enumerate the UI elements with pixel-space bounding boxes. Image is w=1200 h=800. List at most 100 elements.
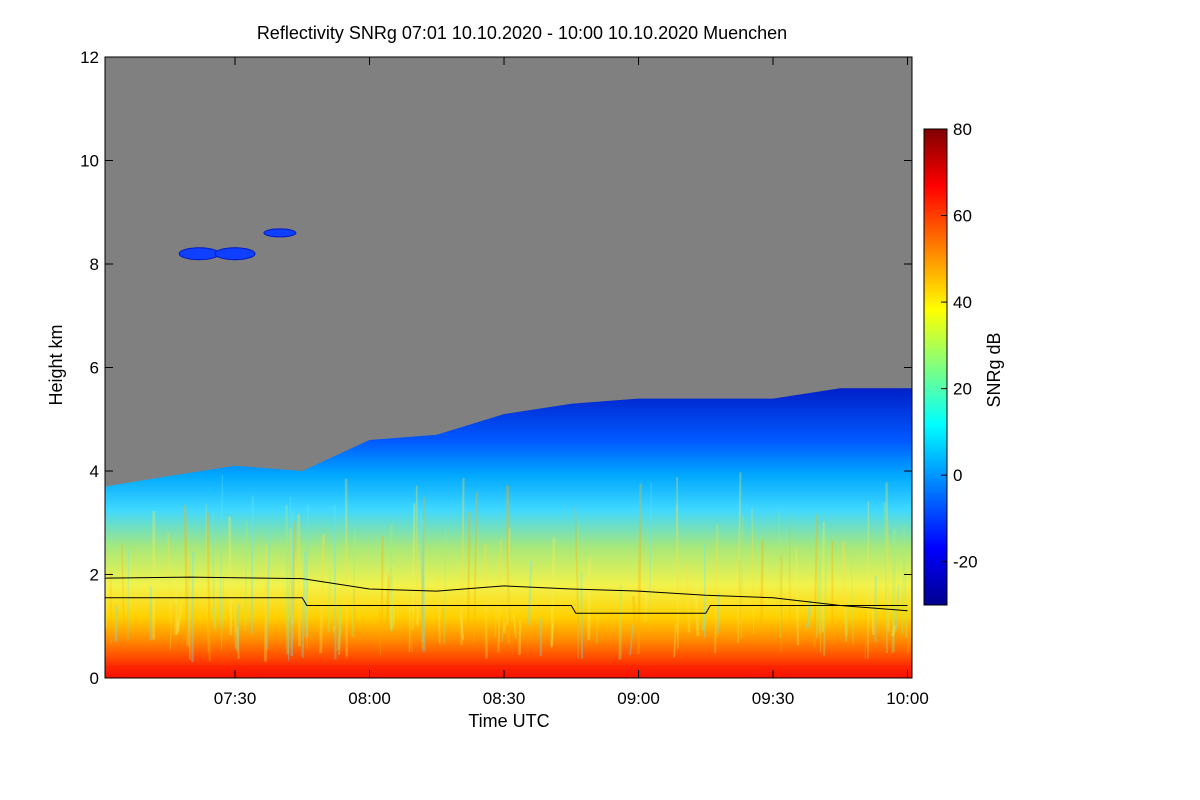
fall-streak xyxy=(176,605,183,632)
fall-streak xyxy=(644,582,649,622)
x-tick-label: 09:30 xyxy=(752,689,795,708)
y-tick-label: 12 xyxy=(80,48,99,67)
fall-streak xyxy=(319,534,326,654)
fall-streak xyxy=(291,521,296,640)
fall-streak xyxy=(250,495,254,634)
fall-streak xyxy=(183,505,189,646)
fall-streak xyxy=(289,528,294,624)
fall-streak xyxy=(191,551,195,663)
fall-streak xyxy=(390,590,393,630)
fall-streak xyxy=(415,485,419,627)
fall-streak xyxy=(387,572,393,629)
fall-streak xyxy=(287,497,292,661)
fall-streak xyxy=(338,607,343,656)
fall-streak xyxy=(587,557,591,641)
fall-streak xyxy=(637,483,643,654)
fall-streak xyxy=(821,521,825,632)
y-tick-label: 2 xyxy=(90,566,99,585)
fall-streak xyxy=(845,600,849,642)
fall-streak xyxy=(121,542,125,628)
fall-streak xyxy=(891,529,897,653)
fall-streak xyxy=(263,544,268,662)
y-tick-label: 4 xyxy=(90,462,99,481)
fall-streak xyxy=(813,514,819,648)
fall-streak xyxy=(716,593,720,634)
fall-streak xyxy=(816,553,820,638)
x-axis: 07:30 08:00 08:30 09:00 09:30 10:00 xyxy=(214,57,929,708)
fall-streak xyxy=(419,509,424,642)
fall-streak xyxy=(344,478,348,657)
fall-streak xyxy=(378,609,382,656)
fall-streak xyxy=(219,475,224,629)
y-tick-label: 10 xyxy=(80,152,99,171)
colorbar-tick-label: 20 xyxy=(953,380,972,399)
y-axis: 0 2 4 6 8 10 12 xyxy=(80,48,912,688)
fall-streak xyxy=(494,555,499,637)
fall-streak xyxy=(841,541,848,637)
x-tick-label: 07:30 xyxy=(214,689,257,708)
fall-streak xyxy=(105,577,108,629)
fall-streak xyxy=(850,556,854,645)
fall-streak xyxy=(220,575,225,649)
fall-streak xyxy=(676,476,679,649)
fall-streak xyxy=(411,503,416,630)
fall-streak xyxy=(421,497,425,649)
colorbar-tick-label: 60 xyxy=(953,207,972,226)
fall-streak xyxy=(518,620,522,655)
fall-streak xyxy=(236,603,241,652)
fall-streak xyxy=(550,538,556,647)
fall-streak xyxy=(408,603,411,653)
fall-streak xyxy=(351,530,356,637)
fall-streak xyxy=(233,605,237,635)
x-tick-label: 10:00 xyxy=(886,689,929,708)
fall-streak xyxy=(580,572,584,659)
fall-streak xyxy=(206,513,211,662)
fall-streak xyxy=(823,537,828,656)
fall-streak xyxy=(305,504,309,638)
fall-streak xyxy=(648,481,652,632)
fall-streak xyxy=(442,608,445,636)
fall-streak xyxy=(506,527,511,625)
fall-streak xyxy=(467,511,471,625)
fall-streak xyxy=(392,563,395,627)
colorbar-tick-label: 80 xyxy=(953,120,972,139)
fall-streak xyxy=(173,604,177,625)
series-line-lower xyxy=(105,597,908,614)
fall-streak xyxy=(484,543,488,659)
fall-streak xyxy=(212,607,217,630)
fall-streak xyxy=(285,505,289,655)
fall-streak xyxy=(906,623,912,654)
fall-streak xyxy=(301,551,307,658)
fall-streak xyxy=(676,506,679,634)
upper-clouds xyxy=(178,228,297,261)
fall-streak xyxy=(778,510,781,638)
fall-streak xyxy=(864,612,867,660)
fall-streak xyxy=(895,585,900,630)
fall-streak xyxy=(738,559,742,631)
fall-streak xyxy=(290,511,294,625)
fall-streak xyxy=(459,614,465,640)
fall-streak xyxy=(501,618,505,643)
near-surface-high-snr-band xyxy=(105,665,912,678)
fall-streak xyxy=(380,536,384,627)
fall-streak xyxy=(618,584,623,660)
fall-streak xyxy=(574,506,579,626)
x-axis-label: Time UTC xyxy=(468,711,549,731)
fall-streak xyxy=(867,501,870,659)
fall-streak xyxy=(737,472,742,644)
fall-streak xyxy=(901,523,905,635)
colorbar-label: SNRg dB xyxy=(984,332,1004,407)
fall-streak xyxy=(714,524,719,654)
fall-streak xyxy=(740,516,744,639)
fall-streak xyxy=(751,507,755,634)
fall-streak xyxy=(421,519,426,652)
fall-streak xyxy=(883,502,888,654)
fall-streak xyxy=(290,541,294,657)
fall-streak xyxy=(114,606,119,642)
y-tick-label: 0 xyxy=(90,669,99,688)
fall-streak xyxy=(685,564,691,633)
fall-streak xyxy=(673,624,677,658)
fall-streak xyxy=(869,579,875,635)
colorbar xyxy=(923,128,948,606)
